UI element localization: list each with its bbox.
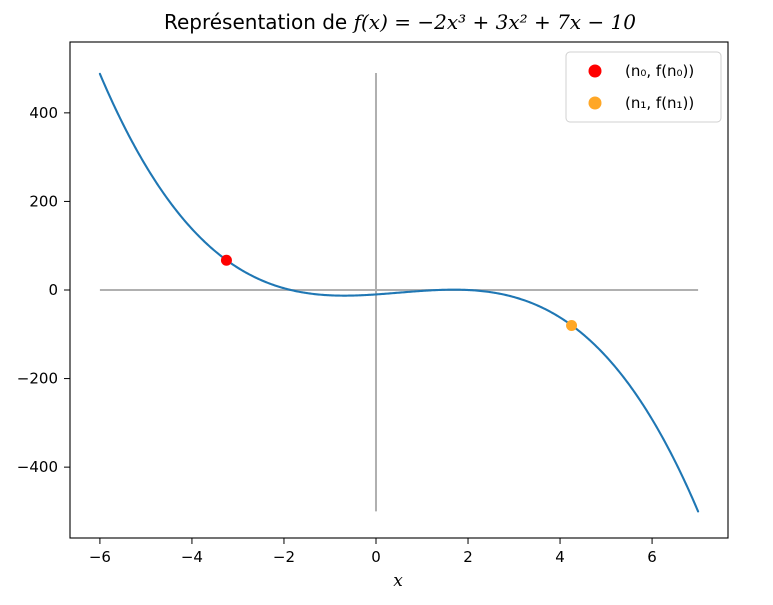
y-axis-ticks: −400 −200 0 200 400 [17,104,70,476]
title-prefix: Représentation de [164,10,354,34]
legend-label-0: (n₀, f(n₀)) [625,62,694,80]
legend-label-1: (n₁, f(n₁)) [625,94,694,112]
legend: (n₀, f(n₀)) (n₁, f(n₁)) [565,51,722,123]
series-group [98,72,700,513]
x-axis-label: x [393,571,403,591]
chart-title: Représentation de f(x) = −2x³ + 3x² + 7x… [164,10,636,34]
y-tick-label--400: −400 [17,458,58,476]
x-tick-label-4: 4 [555,548,565,566]
x-tick-label-2: 2 [463,548,473,566]
point-1 [566,320,578,332]
x-tick-label--2: −2 [273,548,295,566]
y-tick-label-0: 0 [48,281,58,299]
x-tick-label-6: 6 [647,548,657,566]
y-tick-label-400: 400 [29,104,58,122]
legend-marker-0 [588,64,602,78]
x-tick-label-0: 0 [371,548,381,566]
x-axis-ticks: −6 −4 −2 0 2 4 6 [89,538,657,566]
title-formula: f(x) = −2x³ + 3x² + 7x − 10 [352,10,637,34]
y-tick-label-200: 200 [29,192,58,210]
legend-marker-1 [588,96,602,110]
point-0 [220,254,232,266]
reference-lines [99,73,699,512]
points-group [220,254,578,332]
x-tick-label--6: −6 [89,548,111,566]
legend-items: (n₀, f(n₀)) (n₁, f(n₁)) [588,62,694,112]
x-tick-label--4: −4 [181,548,203,566]
legend-box [565,51,722,123]
y-tick-label--200: −200 [17,370,58,388]
function-curve [98,72,700,513]
